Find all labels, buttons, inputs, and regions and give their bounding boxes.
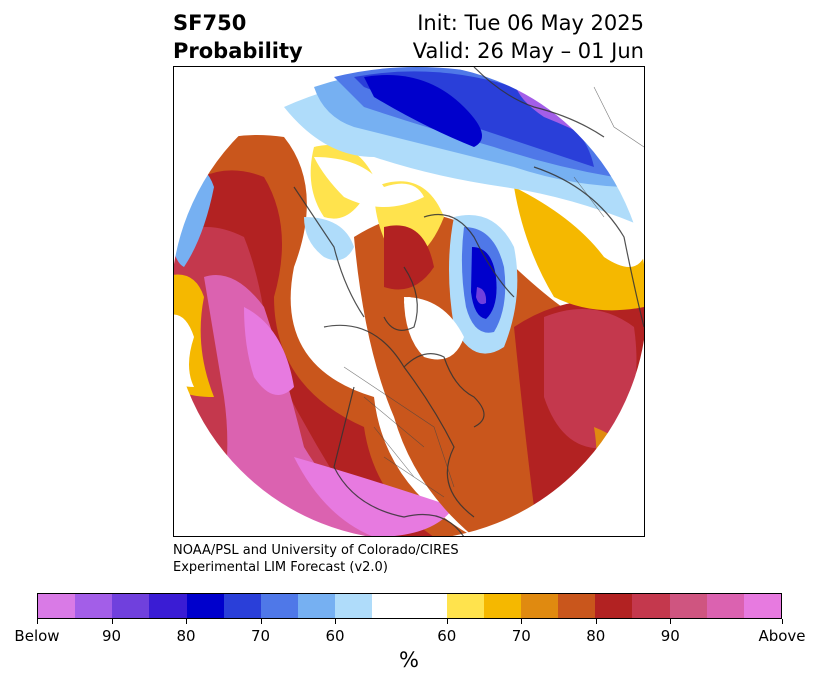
colorbar-swatch (335, 594, 373, 618)
colorbar-swatch (521, 594, 559, 618)
colorbar-tick-label: 90 (660, 627, 680, 645)
colorbar-swatch (223, 594, 261, 618)
colorbar-tick-label: Above (758, 627, 806, 645)
colorbar-tick-mark (521, 619, 523, 624)
colorbar-swatch (669, 594, 707, 618)
colorbar-swatch (186, 594, 224, 618)
probability-map (173, 66, 645, 537)
credit-line-2: Experimental LIM Forecast (v2.0) (173, 560, 388, 575)
colorbar-swatch (75, 594, 113, 618)
data-credit: NOAA/PSL and University of Colorado/CIRE… (173, 542, 459, 576)
title-type: Probability (173, 39, 303, 63)
colorbar-tick-mark (111, 619, 113, 624)
colorbar-swatch (298, 594, 336, 618)
political-borders (343, 86, 644, 498)
title-variable: SF750 (173, 11, 247, 35)
colorbar-tick-label: 80 (176, 627, 196, 645)
colorbar-swatch (372, 594, 447, 618)
colorbar-tick-mark (186, 619, 187, 624)
credit-line-1: NOAA/PSL and University of Colorado/CIRE… (173, 543, 459, 558)
north-pole-marker (404, 297, 414, 307)
colorbar-tick-mark (37, 619, 38, 624)
colorbar-tick-label: 60 (325, 627, 345, 645)
colorbar-tick-mark (670, 619, 672, 624)
colorbar-tick-mark (446, 619, 448, 624)
colorbar-tick-label: 70 (250, 627, 271, 645)
coastlines (293, 67, 644, 536)
colorbar-tick-mark (260, 619, 262, 624)
colorbar-swatch (706, 594, 744, 618)
map-canvas (174, 67, 644, 536)
colorbar (37, 593, 782, 619)
colorbar-swatch (558, 594, 596, 618)
colorbar-swatch (38, 594, 76, 618)
valid-date: Valid: 26 May – 01 Jun (412, 39, 644, 63)
colorbar-swatch (260, 594, 299, 618)
colorbar-tick-label: 70 (511, 627, 531, 645)
init-date: Init: Tue 06 May 2025 (417, 11, 644, 35)
map-title: SF750 Probability (173, 9, 303, 65)
colorbar-swatch (632, 594, 670, 618)
colorbar-unit: % (399, 648, 419, 672)
colorbar-swatch (149, 594, 187, 618)
colorbar-swatch (595, 594, 633, 618)
forecast-dates: Init: Tue 06 May 2025 Valid: 26 May – 01… (413, 9, 644, 65)
colorbar-swatch (483, 594, 522, 618)
colorbar-swatch (446, 594, 484, 618)
colorbar-tick-label: 60 (437, 627, 457, 645)
colorbar-tick-mark (782, 619, 783, 624)
colorbar-swatch (743, 594, 782, 618)
colorbar-tick-label: Below (14, 627, 60, 645)
colorbar-tick-mark (595, 619, 597, 624)
colorbar-tick-mark (335, 619, 336, 624)
colorbar-tick-label: 80 (586, 627, 606, 645)
colorbar-tick-label: 90 (101, 627, 122, 645)
colorbar-swatch (112, 594, 150, 618)
